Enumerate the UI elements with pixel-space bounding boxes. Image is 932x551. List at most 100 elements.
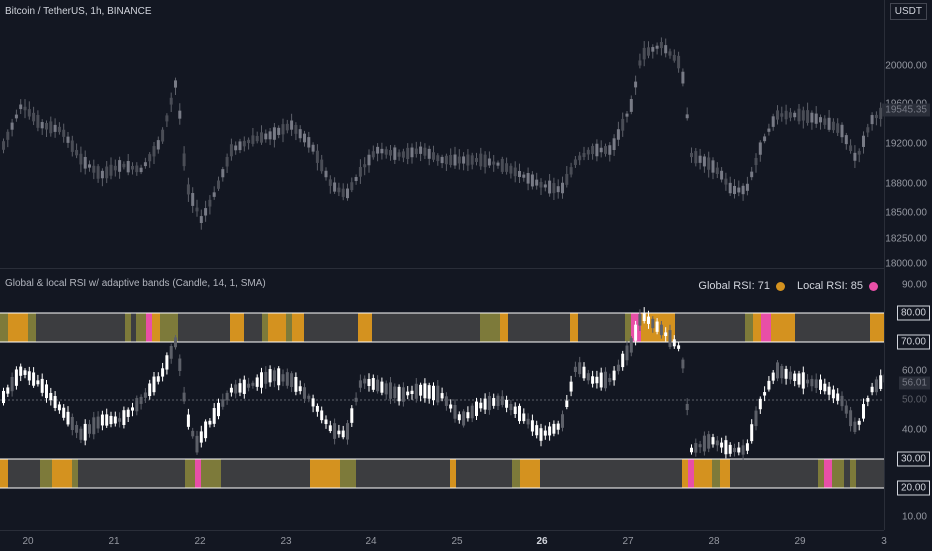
price-candle <box>260 132 263 143</box>
price-scale[interactable]: USDT 20000.00 19600.00 19545.35 19200.00… <box>882 0 932 530</box>
price-candle <box>526 173 530 184</box>
price-candle <box>92 165 96 173</box>
price-candle <box>608 145 612 155</box>
rsi-candle <box>238 383 242 393</box>
price-candle <box>298 129 302 139</box>
price-pane[interactable] <box>0 0 884 268</box>
rsi-pane[interactable] <box>0 270 884 530</box>
price-candle <box>337 187 341 193</box>
price-candle <box>776 110 779 120</box>
rsi-tick: 90.00 <box>901 279 927 291</box>
price-candle <box>664 45 668 54</box>
rsi-candle <box>135 398 139 412</box>
rsi-candle <box>844 405 848 414</box>
price-candle <box>354 177 358 181</box>
price-candle <box>264 133 268 140</box>
rsi-candle <box>836 393 840 401</box>
price-candle <box>49 121 53 134</box>
rsi-candle <box>199 431 203 443</box>
price-candle <box>358 166 362 177</box>
band-label-70: 70.00 <box>896 334 930 350</box>
rsi-candle <box>849 410 853 427</box>
price-candle <box>139 167 143 173</box>
upper-band-segment <box>292 313 304 342</box>
pane-separator[interactable] <box>0 268 932 269</box>
price-candles <box>2 37 884 230</box>
rsi-candle <box>621 353 625 368</box>
band-label-80: 80.00 <box>896 305 930 321</box>
rsi-candle <box>634 324 638 341</box>
rsi-candle <box>414 383 418 399</box>
rsi-candle <box>410 390 414 394</box>
time-scale[interactable]: 20 21 22 23 24 25 26 27 28 29 3 <box>0 530 887 551</box>
price-candle <box>518 170 521 178</box>
rsi-candle <box>457 414 461 421</box>
price-tick: 20000.00 <box>885 60 927 72</box>
rsi-candle <box>784 368 788 379</box>
price-candle <box>19 104 23 110</box>
rsi-candle <box>582 366 586 379</box>
price-candle <box>784 110 788 120</box>
price-candle <box>604 146 607 154</box>
price-candle <box>758 142 762 155</box>
rsi-candle <box>88 424 91 434</box>
price-candle <box>672 54 676 61</box>
upper-band-segment <box>8 313 28 342</box>
price-candle <box>277 127 281 135</box>
price-candle <box>410 147 414 158</box>
price-candle <box>827 117 831 130</box>
lower-band-segment <box>185 459 195 488</box>
price-candle <box>556 186 560 193</box>
chart-symbol-title[interactable]: Bitcoin / TetherUS, 1h, BINANCE <box>5 6 152 17</box>
rsi-candle <box>49 393 53 401</box>
upper-band-segment <box>152 313 160 342</box>
rsi-candle <box>315 405 319 412</box>
price-candle <box>565 173 569 185</box>
rsi-candle <box>599 372 603 388</box>
rsi-candle <box>694 443 698 453</box>
rsi-candle <box>741 445 745 455</box>
price-candle <box>57 126 61 133</box>
rsi-candle <box>814 379 818 388</box>
rsi-candle <box>397 386 401 402</box>
price-candle <box>174 80 177 88</box>
indicator-title[interactable]: Global & local RSI w/ adaptive bands (Ca… <box>5 278 266 289</box>
price-candle <box>113 165 117 171</box>
currency-button[interactable]: USDT <box>889 3 927 20</box>
price-candle <box>728 182 732 194</box>
upper-band-segment <box>28 313 36 342</box>
rsi-candle <box>801 372 805 389</box>
rsi-candle <box>174 337 177 348</box>
price-candle <box>66 136 70 143</box>
rsi-candle <box>690 447 693 453</box>
rsi-candle <box>565 400 569 408</box>
lower-band-segment <box>310 459 340 488</box>
rsi-candle <box>401 387 405 402</box>
rsi-candle <box>212 408 216 424</box>
price-candle <box>457 156 461 164</box>
upper-band-segment <box>625 313 631 342</box>
rsi-candle <box>664 332 668 337</box>
rsi-candle <box>823 383 827 392</box>
rsi-candle <box>19 366 23 376</box>
price-candle <box>483 154 487 168</box>
rsi-candle <box>436 385 440 403</box>
rsi-candle <box>827 386 831 395</box>
rsi-candle <box>569 381 573 392</box>
rsi-candle <box>169 345 173 359</box>
rsi-candle <box>561 414 564 428</box>
rsi-candle <box>518 405 521 422</box>
lower-band-segment <box>0 459 8 488</box>
rsi-candle <box>419 384 423 396</box>
rsi-candle <box>221 399 225 407</box>
rsi-candle <box>324 419 328 425</box>
rsi-candle <box>492 398 496 406</box>
price-candle <box>238 141 242 151</box>
rsi-candle <box>479 402 483 409</box>
price-candle <box>578 155 582 161</box>
rsi-candle <box>186 414 190 427</box>
price-candle <box>440 156 444 164</box>
price-candle <box>780 113 784 117</box>
price-candle <box>496 162 500 166</box>
price-candle <box>724 178 728 185</box>
